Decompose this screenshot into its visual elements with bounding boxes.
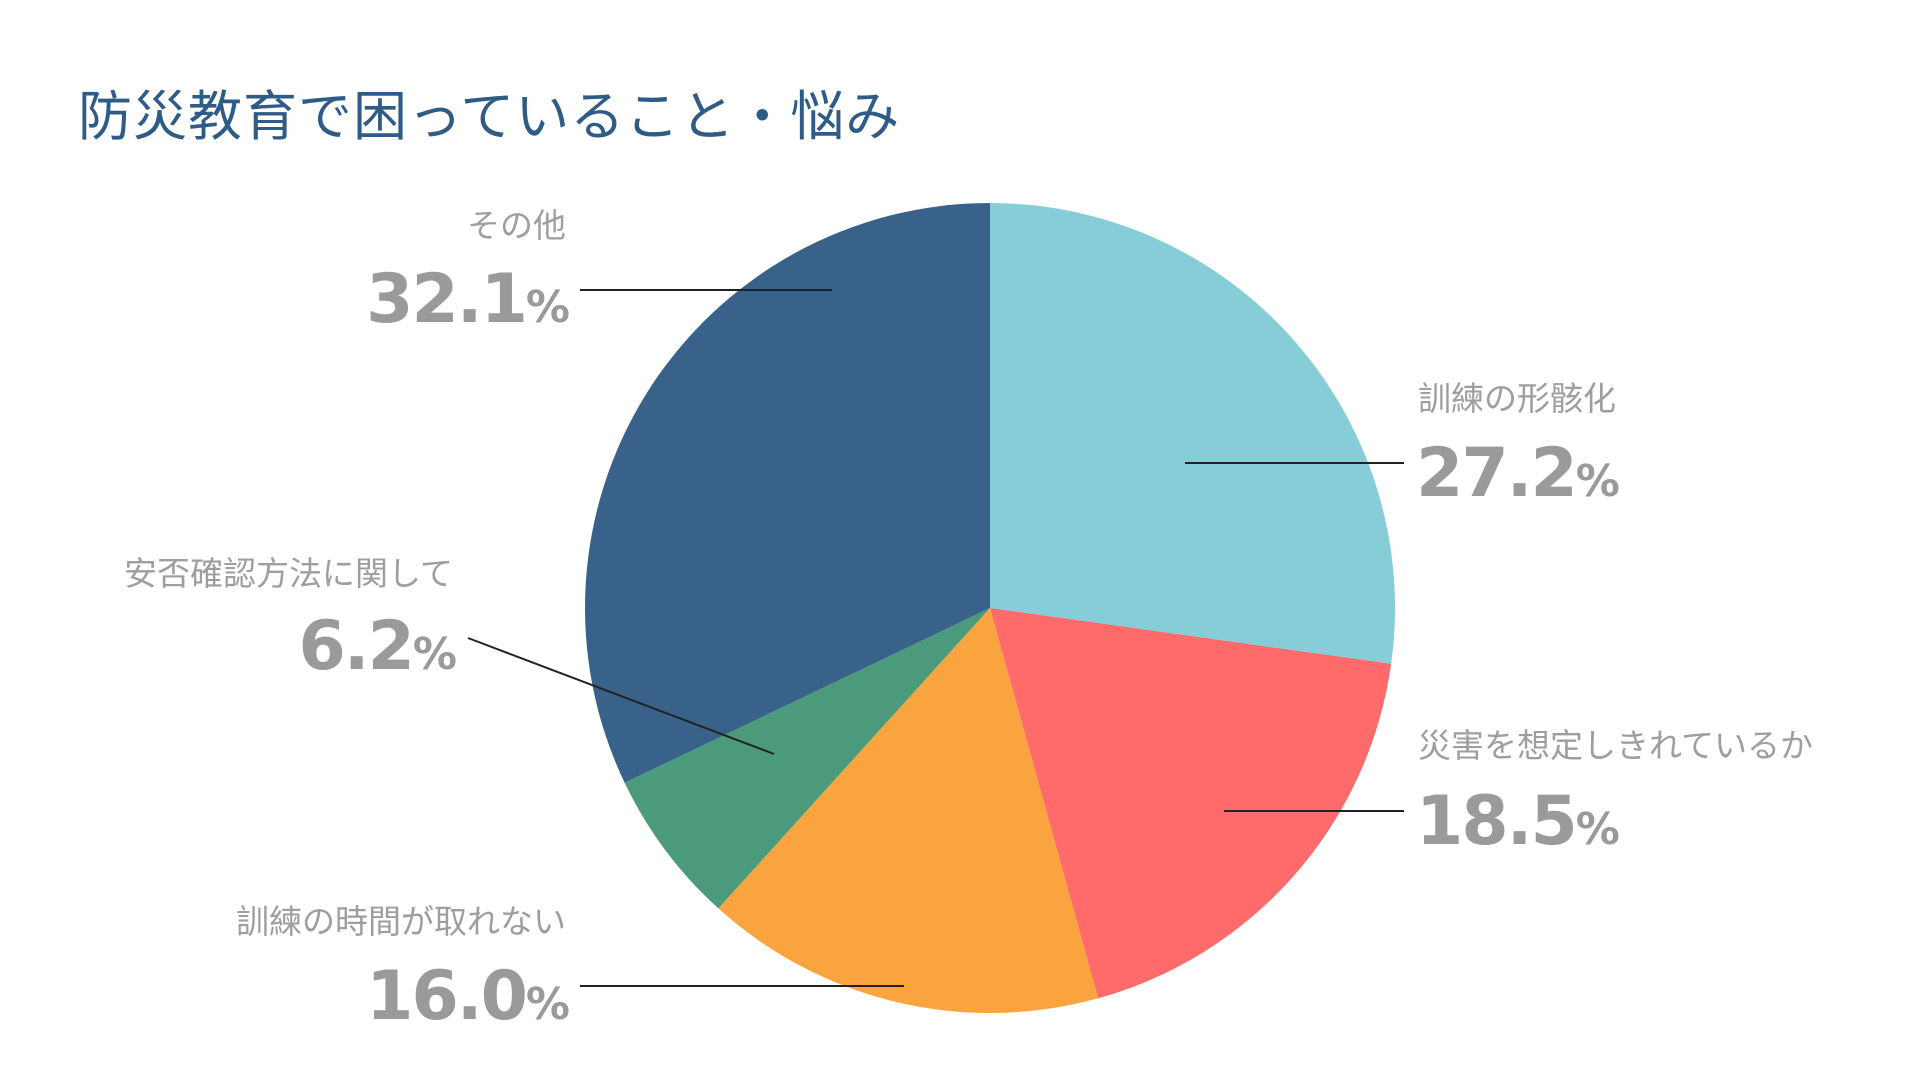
slice-label-1: 訓練の形骸化: [1418, 379, 1616, 418]
chart-title: 防災教育で困っていること・悩み: [78, 85, 901, 148]
slice-value-4: 6.2%: [298, 607, 455, 686]
pie-slice-1: [990, 203, 1395, 664]
slice-value-2: 18.5%: [1416, 782, 1619, 861]
pie-slice-3: [718, 608, 1099, 1014]
pie-slice-4: [624, 608, 990, 909]
leader-line-4: [467, 637, 775, 755]
slice-label-3: 訓練の時間が取れない: [236, 902, 566, 941]
slice-label-4: 安否確認方法に関して: [124, 554, 453, 593]
pie-slice-2: [990, 608, 1392, 999]
slice-label-2: 災害を想定しきれているか: [1418, 726, 1813, 765]
pie-slice-5: [585, 203, 990, 783]
slice-label-5: その他: [467, 206, 566, 245]
slice-value-3: 16.0%: [366, 957, 569, 1036]
slice-value-1: 27.2%: [1416, 434, 1619, 513]
slice-value-5: 32.1%: [366, 260, 569, 339]
